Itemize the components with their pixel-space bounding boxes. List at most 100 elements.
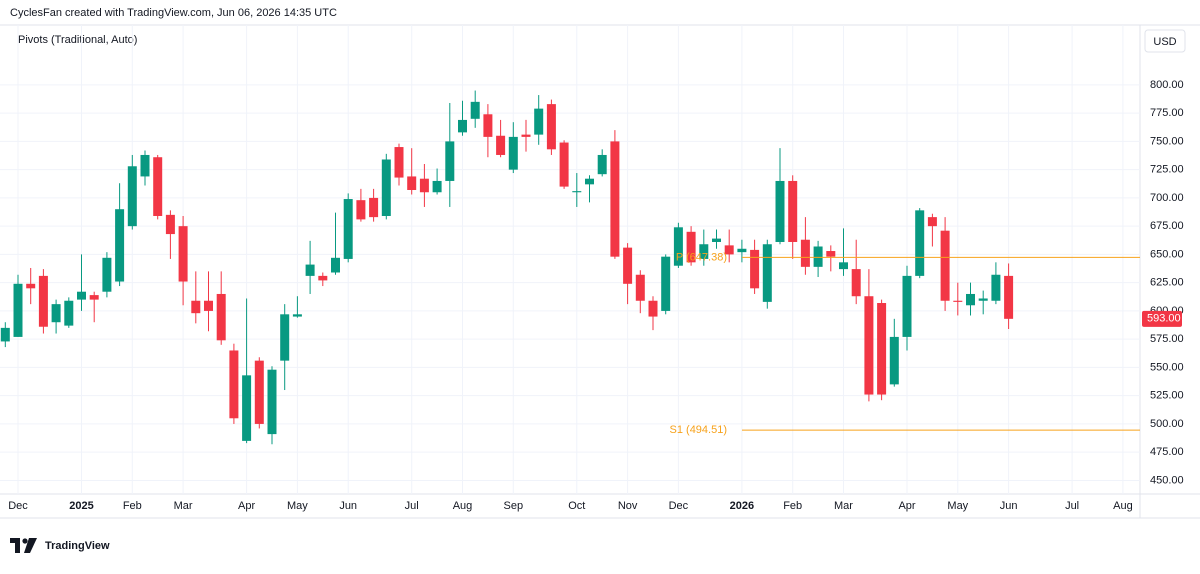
x-tick-label: Feb [123, 500, 142, 512]
candle-body [407, 176, 417, 190]
candle-body [165, 214, 175, 235]
last-price-label: 593.00 [1147, 313, 1181, 325]
candle-body [140, 154, 150, 177]
x-tick-label: Aug [453, 500, 473, 512]
candle-body [432, 180, 442, 193]
candle-body [927, 217, 937, 227]
candle-body [381, 159, 391, 216]
candle-body [902, 275, 912, 337]
x-tick-label: May [947, 500, 968, 512]
candle-body [508, 136, 518, 170]
candle-body [153, 157, 163, 216]
y-tick-label: 450.00 [1150, 474, 1184, 486]
candle-body [534, 108, 544, 135]
y-tick-label: 775.00 [1150, 107, 1184, 119]
candle-body [712, 238, 721, 242]
candle-body [750, 249, 760, 289]
logo-icon [10, 538, 37, 553]
candle-body [356, 200, 366, 220]
x-tick-label: Apr [898, 500, 915, 512]
candle-body [102, 257, 112, 292]
x-tick-label: Jul [1065, 500, 1079, 512]
candle-body [826, 251, 836, 257]
y-tick-label: 625.00 [1150, 277, 1184, 289]
x-tick-label: Feb [783, 500, 802, 512]
x-tick-label: Aug [1113, 500, 1133, 512]
last-price-box [1142, 310, 1182, 327]
candle-body [38, 275, 48, 327]
candle-body [585, 178, 594, 185]
x-tick-label: 2025 [69, 500, 93, 512]
brand: TradingView [45, 540, 110, 552]
candle-body [242, 375, 252, 441]
candle-body [800, 239, 810, 267]
candle-body [762, 244, 772, 302]
candle-body [458, 119, 467, 133]
y-tick-label: 475.00 [1150, 446, 1184, 458]
candle-body [635, 274, 645, 301]
y-tick-label: 750.00 [1150, 135, 1184, 147]
x-tick-label: Oct [568, 500, 585, 512]
candle-body [839, 262, 848, 270]
candle-body [13, 283, 23, 337]
candle-body [648, 300, 658, 317]
candle-body [318, 275, 328, 281]
candle-body [267, 369, 277, 435]
currency-box[interactable] [1144, 29, 1186, 53]
candle-body [178, 226, 188, 282]
indicator-label: Pivots (Traditional, Auto) [18, 34, 137, 46]
candle-body [915, 210, 925, 276]
y-tick-label: 675.00 [1150, 220, 1184, 232]
y-tick-label: 650.00 [1150, 248, 1184, 260]
candle-body [115, 209, 125, 282]
pivot-label: S1 (494.51) [670, 424, 727, 436]
x-tick-label: Jun [339, 500, 357, 512]
x-tick-label: Apr [238, 500, 255, 512]
candle-body [597, 154, 607, 175]
candle-body [0, 327, 10, 342]
candle-body [877, 303, 887, 395]
candle-body [343, 199, 353, 259]
x-tick-label: Jun [1000, 500, 1018, 512]
candle-body [686, 231, 696, 263]
y-tick-label: 800.00 [1150, 79, 1184, 91]
x-tick-label: Dec [669, 500, 689, 512]
x-tick-label: Jul [405, 500, 419, 512]
x-tick-label: Mar [174, 500, 193, 512]
candle-body [813, 246, 823, 267]
candle-body [191, 300, 201, 314]
candle-body [229, 350, 239, 419]
candle-body [445, 141, 455, 181]
y-tick-label: 525.00 [1150, 390, 1184, 402]
candle-body [394, 147, 404, 178]
candle-body [127, 166, 137, 227]
candle-body [280, 314, 290, 361]
candle-body [864, 296, 874, 395]
candle-body [546, 104, 556, 150]
candle-body [775, 180, 785, 242]
currency: USD [1153, 36, 1176, 48]
candle-body [940, 230, 950, 301]
candle-body [991, 274, 1001, 301]
candle-body [978, 298, 988, 301]
x-tick-label: Sep [504, 500, 524, 512]
candle-body [64, 300, 74, 326]
candle-body [1004, 275, 1014, 319]
pivot-label: P (647.38) [676, 251, 727, 263]
candle-body [216, 293, 226, 341]
candle-body [788, 180, 798, 242]
candle-body [724, 245, 734, 255]
y-tick-label: 725.00 [1150, 164, 1184, 176]
y-tick-label: 500.00 [1150, 418, 1184, 430]
candle-body [610, 141, 620, 257]
candle-body [254, 360, 264, 424]
y-tick-label: 575.00 [1150, 333, 1184, 345]
x-tick-label: Mar [834, 500, 853, 512]
x-tick-label: Nov [618, 500, 638, 512]
candle-body [77, 291, 86, 300]
header: CyclesFan created with TradingView.com, … [10, 7, 337, 19]
candle-body [851, 269, 861, 297]
candle-body [496, 135, 506, 155]
candle-body [661, 256, 671, 311]
